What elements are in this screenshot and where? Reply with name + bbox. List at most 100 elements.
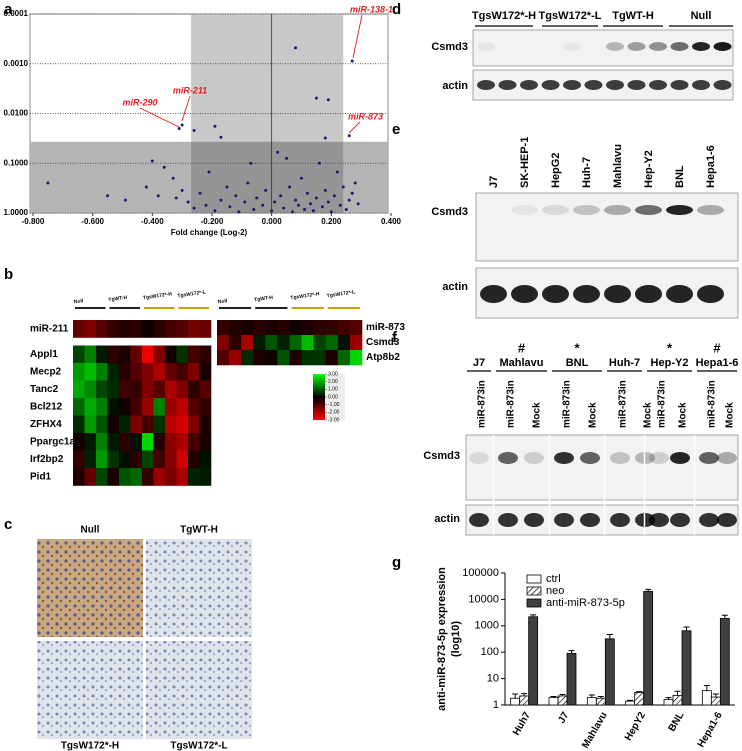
blot-band (524, 513, 544, 527)
group-label: TgWT-H (612, 10, 654, 22)
point (150, 159, 154, 163)
heat-cell (130, 320, 143, 338)
blot-band (670, 513, 690, 527)
error-bar (645, 588, 652, 592)
point (249, 161, 253, 165)
heat-cell (73, 345, 85, 364)
bar (586, 697, 597, 706)
point (341, 185, 345, 189)
bar (604, 638, 615, 706)
heat-cell (130, 363, 143, 381)
heat-cell (176, 398, 189, 416)
micrograph (146, 539, 252, 637)
lane-label: Hepa1-6 (705, 145, 717, 188)
heat-cell (142, 450, 154, 469)
point (314, 96, 318, 100)
heat-cell (142, 415, 154, 434)
point (213, 209, 217, 213)
blot-band (713, 42, 732, 51)
blot-band (563, 42, 581, 51)
point (282, 206, 286, 210)
blot-band (692, 80, 710, 90)
point (255, 196, 259, 200)
row-label: Pid1 (30, 471, 52, 482)
panel-letter: f (392, 329, 398, 346)
x-axis-label: Fold change (Log-2) (171, 228, 248, 237)
panel-letter: a (4, 1, 13, 18)
heat-cell (84, 345, 97, 364)
heat-cell (253, 320, 266, 336)
micrograph-label: TgsW172*-L (170, 741, 227, 751)
point (347, 198, 351, 202)
point (180, 188, 184, 192)
heat-cell (84, 380, 97, 399)
heat-cell (337, 350, 351, 366)
micrograph (37, 641, 143, 739)
row-label: Ppargc1a (30, 436, 75, 447)
blot-band (542, 205, 569, 215)
error-bar (636, 691, 643, 693)
heat-cell (119, 398, 131, 416)
micrograph-label: TgsW172*-H (61, 741, 119, 751)
heat-cell (165, 345, 177, 364)
row-label: Mecp2 (30, 366, 62, 377)
error-bar (712, 693, 719, 698)
heat-cell (153, 345, 166, 364)
heat-cell (107, 450, 120, 469)
bar (701, 690, 712, 706)
heat-cell (188, 450, 200, 469)
row-label: actin (442, 281, 468, 293)
heat-cell (107, 380, 120, 399)
lane-label: miR-873in (618, 380, 629, 428)
point (317, 161, 321, 165)
point (299, 176, 303, 180)
heat-cell (84, 450, 97, 469)
blot-band (573, 205, 600, 215)
error-bar (550, 695, 557, 698)
x-tick-label: -0.400 (141, 217, 164, 226)
heat-cell (130, 380, 143, 399)
point (225, 185, 229, 189)
error-bar (703, 684, 710, 691)
blot-band (610, 452, 630, 464)
lane-label: Mock (643, 402, 654, 428)
group-label: Null (74, 298, 85, 305)
heat-cell (73, 415, 85, 434)
y-tick-label: 0.1000 (4, 158, 29, 167)
group-label: TgsW172*-L (539, 10, 602, 22)
legend-label: neo (546, 585, 564, 597)
heat-cell (199, 380, 212, 399)
error-bar (721, 614, 728, 619)
row-label: actin (434, 513, 460, 525)
heat-cell (176, 433, 189, 451)
heat-cell (73, 468, 85, 486)
blot-band (697, 205, 724, 215)
bar (519, 695, 530, 706)
heat-cell (301, 335, 314, 351)
bar (528, 616, 539, 706)
heat-cell (188, 380, 200, 399)
micrograph (146, 641, 252, 739)
point (177, 126, 181, 130)
heat-cell (119, 415, 131, 434)
point (279, 194, 283, 198)
bar (548, 697, 559, 706)
group-label: BNL (566, 357, 589, 369)
heat-cell (325, 350, 339, 366)
group-label: Null (218, 298, 229, 305)
blot-band (649, 80, 667, 90)
blot-band (717, 513, 737, 527)
heat-cell (265, 335, 278, 351)
heat-cell (130, 345, 143, 364)
point (207, 170, 211, 174)
blot-band (604, 205, 631, 215)
heat-cell (84, 398, 97, 416)
point (323, 188, 327, 192)
bar (672, 695, 683, 706)
blot-band (498, 513, 518, 527)
heat-cell (325, 320, 339, 336)
heat-cell (119, 433, 131, 451)
blot-band (498, 80, 517, 90)
heat-cell (142, 468, 154, 486)
